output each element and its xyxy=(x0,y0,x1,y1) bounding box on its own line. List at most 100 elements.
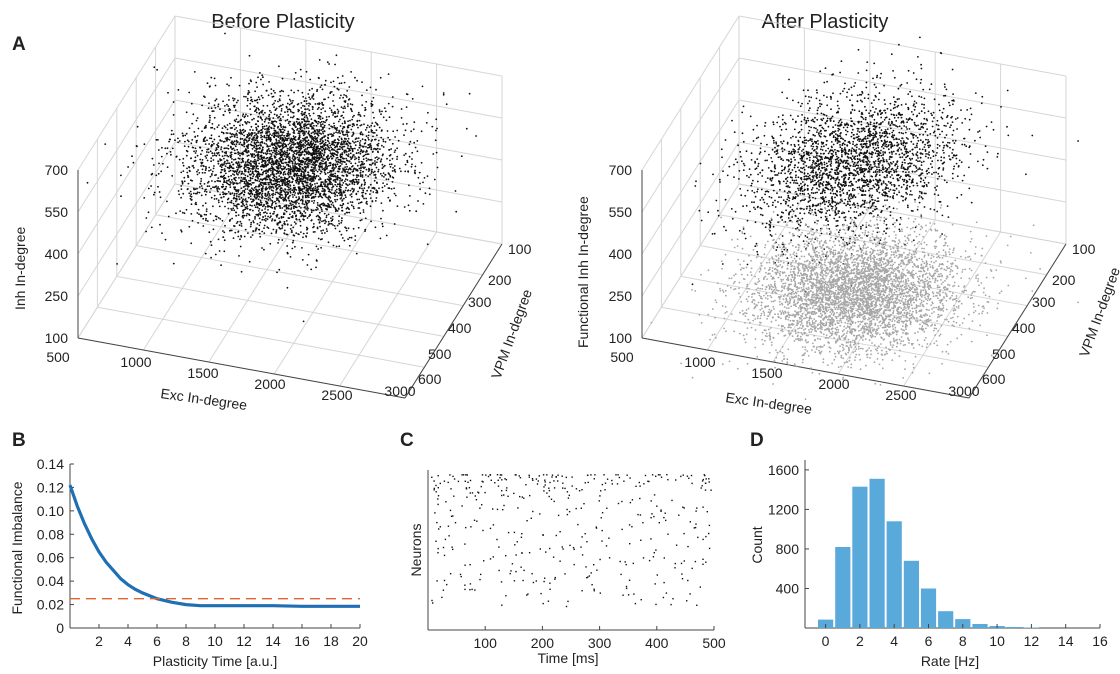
data-point xyxy=(381,167,384,170)
data-point xyxy=(206,159,209,162)
data-point xyxy=(253,193,256,196)
data-point xyxy=(331,201,334,204)
data-point xyxy=(372,131,375,134)
data-point xyxy=(274,91,276,94)
data-point xyxy=(378,110,381,113)
data-point xyxy=(347,103,349,105)
data-point xyxy=(180,229,182,232)
data-point xyxy=(266,127,269,130)
data-point xyxy=(282,142,285,145)
data-point xyxy=(329,150,331,152)
data-point xyxy=(208,114,211,117)
data-point xyxy=(277,131,279,134)
data-point xyxy=(300,207,302,209)
data-point xyxy=(286,147,289,150)
data-point xyxy=(251,182,254,184)
data-point xyxy=(309,182,312,185)
data-point xyxy=(308,186,311,189)
data-point xyxy=(273,135,276,138)
data-point xyxy=(364,129,367,131)
data-point xyxy=(920,164,923,167)
data-point xyxy=(422,203,425,205)
data-point xyxy=(346,159,349,162)
data-point xyxy=(232,207,235,210)
data-point xyxy=(193,160,196,163)
data-point xyxy=(199,146,202,149)
data-point xyxy=(295,163,298,166)
data-point xyxy=(268,118,271,121)
data-point xyxy=(231,133,234,135)
data-point xyxy=(856,186,859,189)
data-point xyxy=(274,160,277,163)
data-point xyxy=(390,188,393,190)
data-point xyxy=(322,194,325,196)
data-point xyxy=(360,185,363,187)
data-point xyxy=(248,260,251,263)
data-point xyxy=(278,141,281,144)
data-point xyxy=(341,152,344,154)
data-point xyxy=(255,228,257,231)
data-point xyxy=(145,230,148,233)
data-point xyxy=(268,138,270,141)
data-point xyxy=(294,179,297,182)
data-point xyxy=(270,149,273,152)
data-point xyxy=(213,127,216,130)
data-point xyxy=(234,231,237,234)
data-point xyxy=(295,189,298,191)
data-point xyxy=(293,91,295,94)
data-point xyxy=(177,141,180,144)
data-point xyxy=(345,227,348,230)
data-point xyxy=(256,223,259,225)
data-point xyxy=(346,183,348,186)
data-point xyxy=(279,113,282,116)
data-point xyxy=(297,110,300,113)
data-point xyxy=(918,195,921,197)
data-point xyxy=(282,165,285,168)
data-point xyxy=(303,100,306,103)
data-point xyxy=(183,176,186,179)
data-point xyxy=(259,147,261,150)
data-point xyxy=(325,220,327,223)
data-point xyxy=(233,192,236,195)
data-point xyxy=(208,166,211,169)
data-point xyxy=(301,91,304,94)
data-point xyxy=(250,191,253,193)
data-point xyxy=(280,142,282,145)
data-point xyxy=(814,212,817,215)
data-point xyxy=(339,145,341,148)
data-point xyxy=(768,195,771,198)
data-point xyxy=(369,173,371,176)
data-point xyxy=(277,197,279,200)
data-point xyxy=(206,182,209,184)
data-point xyxy=(261,218,264,221)
data-point xyxy=(318,211,321,214)
data-point xyxy=(235,214,238,217)
data-point xyxy=(214,174,216,177)
data-point xyxy=(329,155,332,158)
data-point xyxy=(290,204,293,207)
data-point xyxy=(362,158,365,161)
data-point xyxy=(370,220,372,223)
data-point xyxy=(297,174,300,177)
data-point xyxy=(227,147,230,150)
data-point xyxy=(369,86,372,89)
data-point xyxy=(357,126,359,129)
data-point xyxy=(299,127,301,130)
data-point xyxy=(212,228,215,231)
data-point xyxy=(233,174,236,176)
data-point xyxy=(249,195,252,198)
data-point xyxy=(813,126,815,129)
data-point xyxy=(375,191,378,194)
data-point xyxy=(286,245,289,247)
data-point xyxy=(917,124,919,127)
data-point xyxy=(339,118,341,121)
data-point xyxy=(211,170,214,173)
data-point xyxy=(262,76,264,79)
data-point xyxy=(292,155,294,158)
data-point xyxy=(442,93,445,96)
data-point xyxy=(339,194,341,197)
data-point xyxy=(311,108,314,111)
data-point xyxy=(264,170,267,173)
data-point xyxy=(220,196,223,199)
data-point xyxy=(313,175,315,177)
